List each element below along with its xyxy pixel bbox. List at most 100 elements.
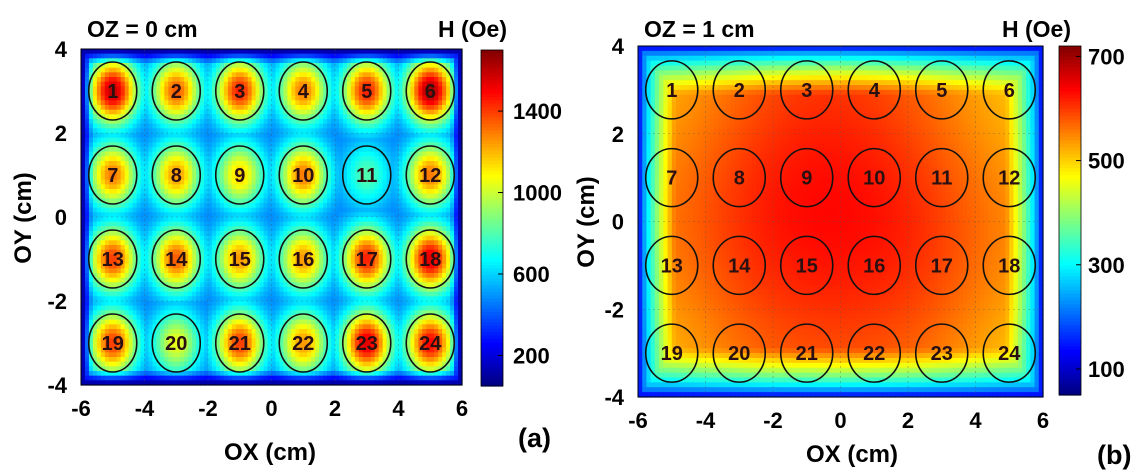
heatmap-cell [120,268,126,274]
heatmap-cell [239,193,245,199]
heatmap-cell [291,170,296,176]
heatmap-cell [362,184,368,190]
heatmap-cell [239,86,245,92]
heatmap-cell [342,67,348,73]
heatmap-cell [112,235,118,241]
heatmap-cell [319,63,324,69]
heatmap-cell [148,207,154,213]
heatmap-cell [283,249,288,255]
heatmap-cell [319,212,324,218]
heatmap-cell [303,254,308,260]
heatmap-cell [283,203,288,209]
heatmap-cell [311,156,316,162]
heatmap-cell [156,63,161,69]
heatmap-cell [124,119,130,125]
heatmap-cell [394,95,400,101]
heatmap-cell [251,231,257,237]
heatmap-cell [188,189,193,195]
heatmap-cell [251,207,257,213]
heatmap-cell [299,165,304,171]
heatmap-cell [132,137,138,143]
heatmap-cell [243,240,249,246]
heatmap-cell [88,63,94,69]
heatmap-cell [104,72,110,78]
heatmap-cell [335,156,340,162]
heatmap-cell [331,268,336,274]
heatmap-cell [267,198,273,204]
heatmap-cell [140,81,146,87]
heatmap-cell [172,259,177,265]
heatmap-cell [188,268,193,274]
heatmap-cell [271,277,277,283]
heatmap-cell [156,282,161,288]
heatmap-cell [394,212,400,218]
heatmap-cell [386,175,392,181]
heatmap-cell [120,119,126,125]
heatmap-cell [164,91,169,97]
heatmap-cell [394,273,400,279]
heatmap-cell [450,165,455,171]
heatmap-cell [315,137,320,143]
heatmap-cell [263,133,269,139]
heatmap-cell [247,156,253,162]
heatmap-cell [164,109,169,115]
heatmap-cell [402,203,408,209]
heatmap-cell [438,151,443,157]
heatmap-cell [231,100,237,106]
heatmap-cell [104,282,110,288]
heatmap-cell [319,268,324,274]
heatmap-cell [259,49,265,55]
heatmap-cell [247,95,253,101]
heatmap-cell [180,77,185,83]
heatmap-cell [108,77,114,83]
heatmap-cell [116,240,122,246]
heatmap-cell [211,137,217,143]
heatmap-cell [235,184,241,190]
heatmap-cell [374,259,380,265]
heatmap-cell [152,212,158,218]
heatmap-cell [402,100,408,106]
heatmap-cell [188,156,193,162]
heatmap-cell [418,151,423,157]
heatmap-cell [307,254,312,260]
heatmap-cell [184,123,189,129]
heatmap-cell [112,119,118,125]
heatmap-cell [164,133,169,139]
heatmap-cell [200,100,205,106]
heatmap-cell [446,273,451,279]
heatmap-cell [204,226,209,232]
heatmap-cell [454,282,459,288]
heatmap-cell [287,114,292,120]
heatmap-cell [338,165,344,171]
heatmap-cell [386,128,392,134]
heatmap-cell [96,128,102,134]
heatmap-cell [152,249,158,255]
heatmap-cell [200,77,205,83]
heatmap-cell [184,109,189,115]
heatmap-cell [275,207,281,213]
heatmap-cell [382,245,388,251]
heatmap-cell [148,287,154,293]
heatmap-cell [442,142,447,148]
heatmap-cell [156,245,161,251]
heatmap-cell [227,151,233,157]
heatmap-cell [219,63,225,69]
heatmap-cell [350,268,356,274]
heatmap-cell [394,91,400,97]
heatmap-cell [81,81,86,87]
heatmap-cell [287,95,292,101]
heatmap-cell [192,207,197,213]
heatmap-cell [100,105,106,111]
heatmap-cell [450,72,455,78]
heatmap-cell [418,212,423,218]
heatmap-cell [303,95,308,101]
heatmap-cell [152,72,158,78]
heatmap-cell [331,161,336,167]
heatmap-cell [176,226,181,232]
heatmap-cell [116,221,122,227]
heatmap-cell [116,231,122,237]
heatmap-cell [128,151,134,157]
heatmap-cell [140,221,146,227]
heatmap-cell [200,133,205,139]
heatmap-cell [243,114,249,120]
